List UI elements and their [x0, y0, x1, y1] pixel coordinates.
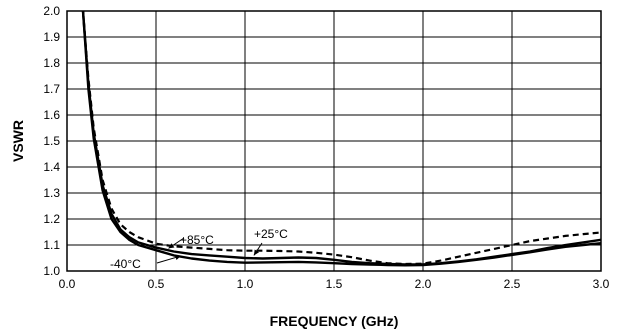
annotation-label: +25°C [254, 227, 288, 241]
series-line-0 [81, 10, 602, 266]
y-tick-label: 2.0 [43, 4, 60, 18]
y-tick-label: 1.8 [43, 56, 60, 70]
annotation-arrowhead [168, 243, 175, 249]
annotation-label: +85°C [180, 233, 214, 247]
x-tick-label: 1.0 [237, 277, 254, 291]
annotations: +85°C +25°C -40°C [110, 227, 288, 271]
y-tick-label: 1.5 [43, 134, 60, 148]
annotation-arrowhead [253, 249, 260, 256]
grid-lines [66, 10, 602, 272]
x-tick-labels: 0.0 0.5 1.0 1.5 2.0 2.5 3.0 [59, 277, 610, 291]
y-tick-label: 1.3 [43, 186, 60, 200]
x-tick-label: 2.5 [504, 277, 521, 291]
annotation-label: -40°C [110, 257, 141, 271]
series-line-2 [81, 10, 602, 267]
y-axis-title: VSWR [10, 120, 26, 162]
x-tick-label: 0.0 [59, 277, 76, 291]
series-line-1 [81, 10, 602, 266]
y-tick-label: 1.1 [43, 238, 60, 252]
y-tick-label: 1.7 [43, 82, 60, 96]
y-tick-label: 1.0 [43, 264, 60, 278]
series-group [81, 10, 602, 267]
y-tick-label: 1.4 [43, 160, 60, 174]
y-tick-label: 1.6 [43, 108, 60, 122]
plot-frame [66, 10, 602, 272]
x-tick-label: 1.5 [326, 277, 343, 291]
y-tick-label: 1.2 [43, 212, 60, 226]
y-tick-labels: 1.0 1.1 1.2 1.3 1.4 1.5 1.6 1.7 1.8 1.9 2.0 [43, 4, 60, 278]
x-tick-label: 2.0 [415, 277, 432, 291]
y-tick-label: 1.9 [43, 30, 60, 44]
x-tick-label: 3.0 [593, 277, 610, 291]
x-axis-title: FREQUENCY (GHz) [270, 313, 399, 329]
annotation-arrowhead [174, 254, 181, 260]
x-tick-label: 0.5 [148, 277, 165, 291]
